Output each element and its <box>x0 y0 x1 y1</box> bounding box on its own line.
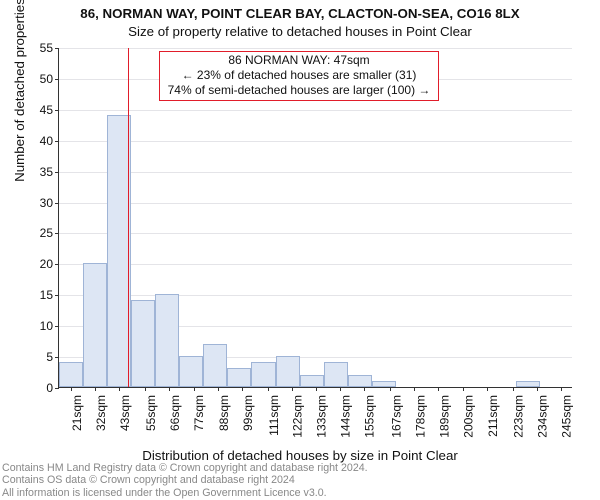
x-tick-label: 133sqm <box>315 393 329 438</box>
y-tick-label: 35 <box>40 165 59 179</box>
histogram-bar <box>300 375 324 387</box>
gridline <box>59 203 572 204</box>
x-tick-label: 32sqm <box>94 393 108 431</box>
y-tick-label: 5 <box>46 350 59 364</box>
x-tick-label: 122sqm <box>291 393 305 438</box>
x-tick <box>218 387 219 391</box>
histogram-bar <box>155 294 179 387</box>
gridline <box>59 264 572 265</box>
x-tick <box>513 387 514 391</box>
y-axis-label: Number of detached properties <box>12 0 27 340</box>
histogram-bar <box>179 356 203 387</box>
histogram-bar <box>372 381 396 387</box>
y-tick-label: 30 <box>40 196 59 210</box>
x-tick-label: 99sqm <box>241 393 255 431</box>
x-tick <box>463 387 464 391</box>
y-tick-label: 10 <box>40 319 59 333</box>
histogram-bar <box>203 344 227 387</box>
x-tick-label: 155sqm <box>363 393 377 438</box>
histogram-bar <box>251 362 275 387</box>
x-tick-label: 189sqm <box>438 393 452 438</box>
gridline <box>59 110 572 111</box>
gridline <box>59 295 572 296</box>
x-tick <box>561 387 562 391</box>
x-tick-label: 88sqm <box>217 393 231 431</box>
gridline <box>59 48 572 49</box>
histogram-bar <box>324 362 348 387</box>
histogram-bar <box>83 263 107 387</box>
footer-line1: Contains HM Land Registry data © Crown c… <box>2 462 368 474</box>
x-tick <box>364 387 365 391</box>
x-tick <box>487 387 488 391</box>
gridline <box>59 233 572 234</box>
x-tick-label: 211sqm <box>486 393 500 437</box>
x-tick-label: 55sqm <box>144 393 158 431</box>
x-tick <box>316 387 317 391</box>
y-tick-label: 55 <box>40 41 59 55</box>
histogram-bar <box>276 356 300 387</box>
x-tick-label: 200sqm <box>462 393 476 438</box>
y-tick-label: 40 <box>40 134 59 148</box>
callout-line3: 74% of semi-detached houses are larger (… <box>166 83 432 98</box>
x-tick <box>194 387 195 391</box>
chart-title-line1: 86, NORMAN WAY, POINT CLEAR BAY, CLACTON… <box>0 6 600 21</box>
x-tick-label: 77sqm <box>193 393 207 431</box>
callout-line2: ← 23% of detached houses are smaller (31… <box>166 68 432 83</box>
x-tick-label: 234sqm <box>536 393 550 438</box>
histogram-bar <box>59 362 83 387</box>
x-tick-label: 245sqm <box>560 393 574 438</box>
x-tick <box>268 387 269 391</box>
x-axis-label: Distribution of detached houses by size … <box>0 448 600 463</box>
histogram-bar <box>227 368 251 387</box>
plot-area: 051015202530354045505521sqm32sqm43sqm55s… <box>58 48 572 388</box>
x-tick-label: 66sqm <box>168 393 182 431</box>
chart-title-line2: Size of property relative to detached ho… <box>0 24 600 39</box>
x-tick <box>95 387 96 391</box>
x-tick <box>537 387 538 391</box>
x-tick-label: 223sqm <box>512 393 526 438</box>
copyright-footer: Contains HM Land Registry data © Crown c… <box>2 462 368 499</box>
y-tick-label: 0 <box>46 381 59 395</box>
gridline <box>59 172 572 173</box>
y-tick-label: 50 <box>40 72 59 86</box>
x-tick <box>414 387 415 391</box>
marker-line <box>128 48 129 387</box>
x-tick <box>438 387 439 391</box>
x-tick <box>340 387 341 391</box>
x-tick <box>71 387 72 391</box>
x-tick-label: 111sqm <box>267 393 281 436</box>
chart-root: 86, NORMAN WAY, POINT CLEAR BAY, CLACTON… <box>0 0 600 500</box>
histogram-bar <box>348 375 372 387</box>
y-tick-label: 45 <box>40 103 59 117</box>
x-tick <box>242 387 243 391</box>
gridline <box>59 141 572 142</box>
y-tick-label: 15 <box>40 288 59 302</box>
x-tick-label: 43sqm <box>118 393 132 431</box>
x-tick-label: 144sqm <box>339 393 353 438</box>
footer-line3: All information is licensed under the Op… <box>2 487 368 499</box>
x-tick <box>119 387 120 391</box>
x-tick-label: 178sqm <box>413 393 427 438</box>
y-tick-label: 20 <box>40 257 59 271</box>
footer-line2: Contains OS data © Crown copyright and d… <box>2 474 368 486</box>
y-tick-label: 25 <box>40 226 59 240</box>
histogram-bar <box>131 300 155 387</box>
callout-line1: 86 NORMAN WAY: 47sqm <box>166 53 432 68</box>
x-tick <box>169 387 170 391</box>
callout-box: 86 NORMAN WAY: 47sqm ← 23% of detached h… <box>159 51 439 101</box>
x-tick-label: 21sqm <box>70 393 84 431</box>
x-tick <box>145 387 146 391</box>
x-tick <box>292 387 293 391</box>
x-tick-label: 167sqm <box>389 393 403 438</box>
x-tick <box>390 387 391 391</box>
